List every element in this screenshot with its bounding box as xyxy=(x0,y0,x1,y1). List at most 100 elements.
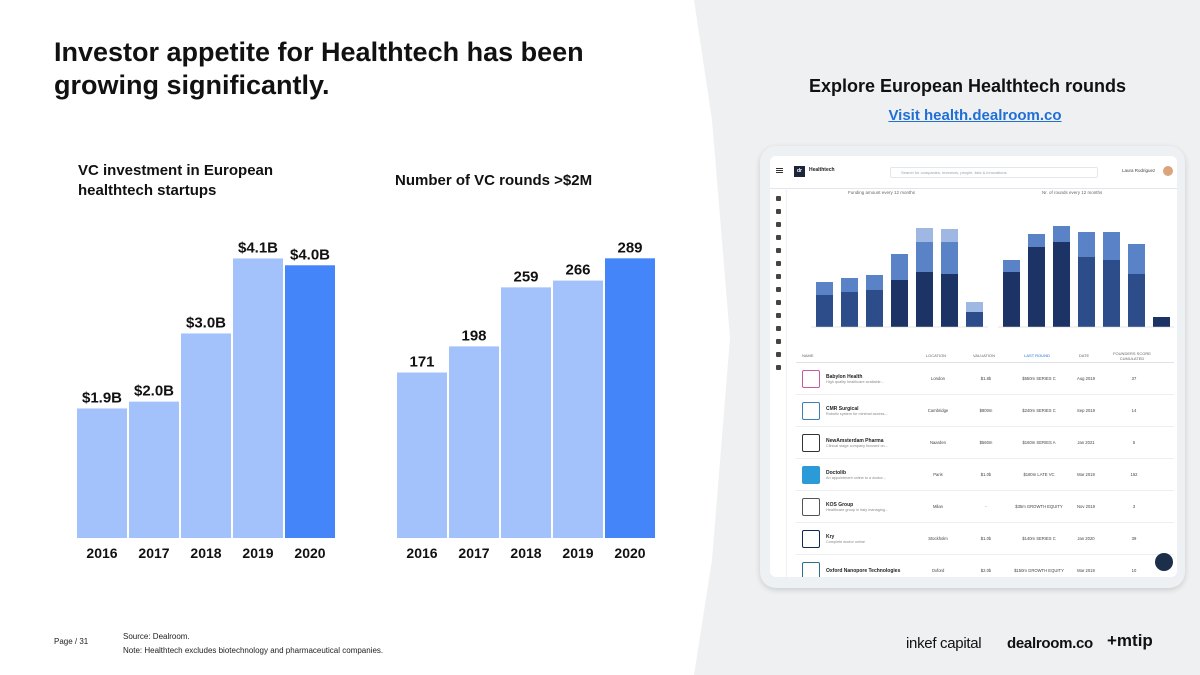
investment-bar-2016 xyxy=(77,408,127,538)
company-name[interactable]: NewAmsterdam Pharma xyxy=(826,437,884,444)
company-desc: Complete doctor online xyxy=(826,539,866,544)
rounds-bar-2016 xyxy=(397,372,447,538)
company-name[interactable]: Doctolib xyxy=(826,469,846,476)
th-valuation[interactable]: VALUATION xyxy=(972,353,996,358)
building-icon[interactable] xyxy=(775,248,781,253)
cell-valuation: $800m xyxy=(979,408,993,413)
chat-icon[interactable] xyxy=(1155,553,1173,571)
cell-score: 39 xyxy=(1131,536,1137,541)
th-founders-score[interactable]: FOUNDERS SCORE CUMULATED xyxy=(1113,350,1151,361)
cell-round: $240m SERIES C xyxy=(1022,408,1056,413)
rounds-tick-2020: 2020 xyxy=(614,545,645,561)
table-row[interactable]: NewAmsterdam Pharma Clinical stage compan… xyxy=(796,427,1174,459)
hash-icon[interactable] xyxy=(775,352,781,357)
company-name-cell[interactable]: CMR Surgical Robotic system for minimal a… xyxy=(826,406,914,416)
cell-location: Paris xyxy=(933,472,943,477)
cell-score: 3 xyxy=(1132,504,1136,509)
screen-mini-charts xyxy=(811,226,1174,328)
cell-score: 152 xyxy=(1130,472,1138,477)
screen-topbar: dr Healthtech Search for companies, inve… xyxy=(770,156,1177,189)
cell-score: 14 xyxy=(1131,408,1137,413)
dealroom-logo-icon: dr xyxy=(794,166,805,177)
investment-tick-2018: 2018 xyxy=(190,545,221,561)
dashboard-icon[interactable] xyxy=(775,209,781,214)
explore-link[interactable]: Visit health.dealroom.co xyxy=(888,107,1062,124)
investment-tick-2020: 2020 xyxy=(294,545,325,561)
company-name[interactable]: Kry xyxy=(826,533,835,540)
investment-bar-2019 xyxy=(233,258,283,538)
grid-icon[interactable] xyxy=(775,326,781,331)
cell-date: Jan 2021 xyxy=(1077,440,1095,445)
company-name-cell[interactable]: NewAmsterdam Pharma Clinical stage compan… xyxy=(826,438,914,448)
th-name[interactable]: NAME xyxy=(802,353,814,358)
cell-date: Nov 2019 xyxy=(1077,504,1095,509)
company-logo-icon xyxy=(802,369,820,388)
cell-location: Stockholm xyxy=(928,536,948,541)
table-row[interactable]: Kry Complete doctor online Stockholm $1.0b $… xyxy=(796,523,1174,555)
tools-icon[interactable] xyxy=(775,339,781,344)
table-row[interactable]: Doctolib An appointment online to a docto… xyxy=(796,459,1174,491)
table-row[interactable]: KOS Group Healthcare group in Italy manag… xyxy=(796,491,1174,523)
company-name-cell[interactable]: KOS Group Healthcare group in Italy manag… xyxy=(826,502,914,512)
cell-round: $35m GROWTH EQUITY xyxy=(1015,504,1063,509)
screen-brand: Healthtech xyxy=(809,167,835,173)
investment-tick-2016: 2016 xyxy=(86,545,117,561)
screen-search-input[interactable]: Search for companies, investors, people,… xyxy=(890,167,1098,178)
company-name[interactable]: Babylon Health xyxy=(826,373,863,380)
company-name-cell[interactable]: Doctolib An appointment online to a docto… xyxy=(826,470,914,480)
cell-score: 5 xyxy=(1132,440,1136,445)
avatar[interactable] xyxy=(1163,166,1173,176)
table-row[interactable]: CMR Surgical Robotic system for minimal a… xyxy=(796,395,1174,427)
company-desc: Clinical stage company focused on... xyxy=(826,443,888,448)
screen-user-name: Laura Rodriguez xyxy=(1122,168,1156,173)
screen-sidebar xyxy=(770,188,787,577)
source-line: Source: Dealroom. xyxy=(123,632,190,641)
menu-icon[interactable] xyxy=(776,168,783,169)
investment-data-label-2017: $2.0B xyxy=(134,383,174,400)
rocket-icon[interactable] xyxy=(775,235,781,240)
th-last-round[interactable]: LAST ROUND xyxy=(1024,353,1050,358)
cell-round: $160m SERIES A xyxy=(1022,440,1056,445)
company-name-cell[interactable]: Kry Complete doctor online xyxy=(826,534,914,544)
page-number: Page / 31 xyxy=(54,637,89,646)
th-date[interactable]: DATE xyxy=(1078,353,1090,358)
home-icon[interactable] xyxy=(775,196,781,201)
note-line: Note: Healthtech excludes biotechnology … xyxy=(123,646,384,655)
rounds-tick-2019: 2019 xyxy=(562,545,593,561)
table-row[interactable]: Oxford Nanopore Technologies Oxford $2.0b $… xyxy=(796,555,1174,577)
list-icon[interactable] xyxy=(775,222,781,227)
chart-icon[interactable] xyxy=(775,313,781,318)
investment-data-label-2020: $4.0B xyxy=(290,246,330,263)
table-row[interactable]: Babylon Health High quality healthcare av… xyxy=(796,363,1174,395)
cell-valuation: $1.0b xyxy=(980,536,992,541)
chart1-title: VC investment in European healthtech sta… xyxy=(78,162,274,199)
briefcase-icon[interactable] xyxy=(775,274,781,279)
investment-tick-2019: 2019 xyxy=(242,545,273,561)
doc-icon[interactable] xyxy=(775,365,781,370)
rounds-tick-2018: 2018 xyxy=(510,545,541,561)
screen-chart-right-title: Nr. of rounds every 12 months xyxy=(1042,190,1103,195)
company-desc: Robotic system for minimal access... xyxy=(826,411,888,416)
company-name-cell[interactable]: Oxford Nanopore Technologies xyxy=(826,568,914,574)
cell-score: 10 xyxy=(1131,568,1137,573)
company-name[interactable]: KOS Group xyxy=(826,501,854,508)
cell-date: Mar 2019 xyxy=(1077,472,1095,477)
company-name[interactable]: CMR Surgical xyxy=(826,405,859,412)
globe-icon[interactable] xyxy=(775,300,781,305)
person-icon[interactable] xyxy=(775,261,781,266)
rounds-tick-2017: 2017 xyxy=(458,545,489,561)
investment-bar-2018 xyxy=(181,333,231,538)
investment-bar-2020 xyxy=(285,265,335,538)
cell-location: Milan xyxy=(932,504,943,509)
source-note: Source: Dealroom. Note: Healthtech exclu… xyxy=(123,630,383,658)
investment-tick-2017: 2017 xyxy=(138,545,169,561)
company-name-cell[interactable]: Babylon Health High quality healthcare av… xyxy=(826,374,914,384)
cell-date: Mar 2019 xyxy=(1077,568,1095,573)
cell-valuation: - xyxy=(985,504,987,509)
company-logo-icon xyxy=(802,529,820,548)
chart-vc-rounds: 171 2016 198 2017 259 2018 266 2019 289 2020 xyxy=(397,239,655,561)
screen-table-header: NAME LOCATION VALUATION LAST ROUND DATE … xyxy=(796,349,1174,363)
company-name[interactable]: Oxford Nanopore Technologies xyxy=(826,567,901,574)
bulb-icon[interactable] xyxy=(775,287,781,292)
th-location[interactable]: LOCATION xyxy=(925,353,947,358)
